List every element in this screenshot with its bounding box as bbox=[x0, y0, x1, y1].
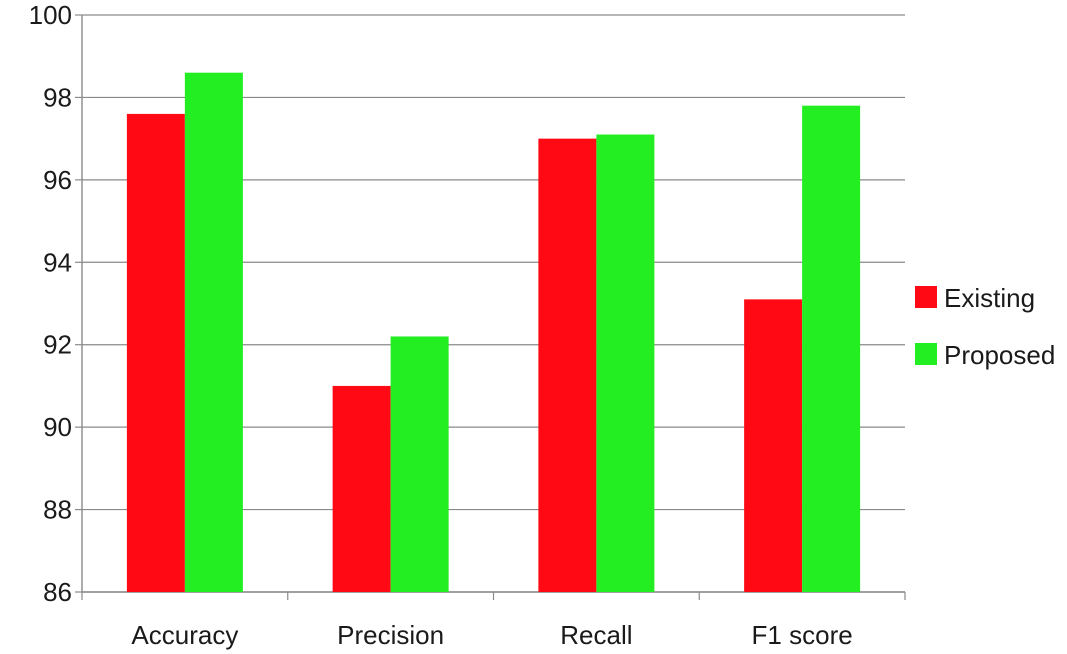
bar-proposed-precision bbox=[390, 336, 449, 592]
legend-swatch-proposed bbox=[915, 343, 937, 365]
y-tick-labels: 86 88 90 92 94 96 98 100 bbox=[29, 0, 72, 607]
bar-existing-accuracy bbox=[126, 113, 185, 593]
y-tick-label: 92 bbox=[43, 330, 72, 360]
bar-proposed-accuracy bbox=[184, 72, 243, 592]
x-category-labels: Accuracy Precision Recall F1 score bbox=[131, 620, 852, 650]
legend-label-proposed: Proposed bbox=[944, 340, 1055, 370]
x-category-label: Recall bbox=[560, 620, 632, 650]
bar-existing-recall bbox=[538, 138, 597, 592]
y-tick-label: 90 bbox=[43, 412, 72, 442]
y-tick-label: 96 bbox=[43, 165, 72, 195]
y-tick-label: 94 bbox=[43, 247, 72, 277]
x-category-label: F1 score bbox=[752, 620, 853, 650]
y-tick-label: 88 bbox=[43, 495, 72, 525]
legend-label-existing: Existing bbox=[944, 283, 1035, 313]
bar-existing-precision bbox=[332, 385, 391, 592]
bar-proposed-f1-score bbox=[802, 105, 861, 593]
bar-proposed-recall bbox=[596, 134, 655, 592]
legend: Existing Proposed bbox=[915, 283, 1055, 370]
y-tick-label: 98 bbox=[43, 82, 72, 112]
legend-swatch-existing bbox=[915, 286, 937, 308]
x-category-label: Precision bbox=[337, 620, 444, 650]
y-tick-label: 100 bbox=[29, 0, 72, 30]
y-tick-label: 86 bbox=[43, 577, 72, 607]
bar-existing-f1-score bbox=[744, 299, 803, 592]
bars bbox=[126, 72, 861, 593]
x-category-label: Accuracy bbox=[131, 620, 238, 650]
